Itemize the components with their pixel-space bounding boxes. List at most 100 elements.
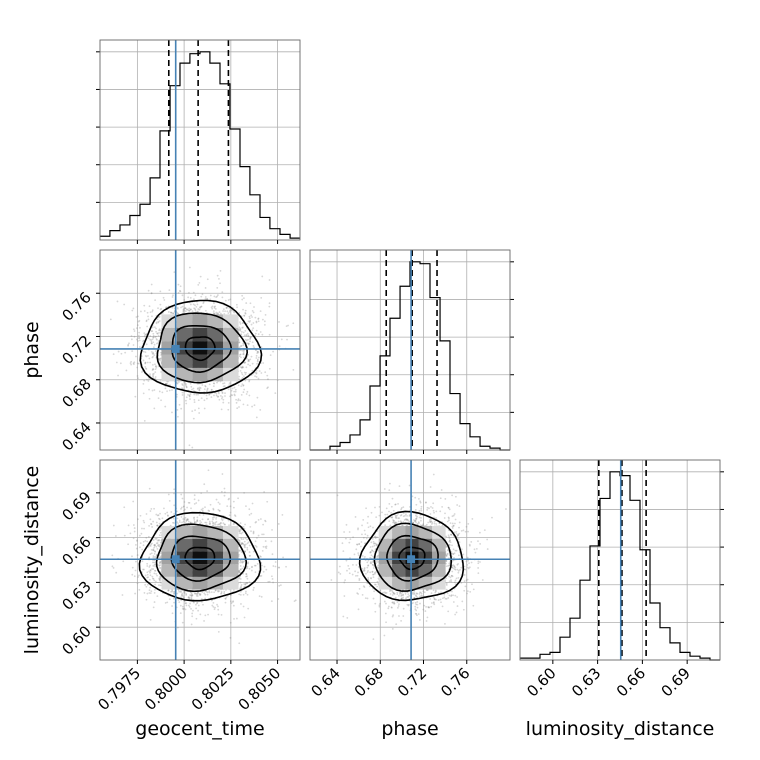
scatter-point [135, 547, 138, 550]
scatter-point [195, 521, 198, 523]
scatter-point [147, 289, 150, 292]
scatter-point [158, 543, 161, 546]
scatter-point [253, 306, 255, 308]
scatter-point [247, 358, 250, 361]
scatter-point [160, 399, 162, 402]
scatter-point [205, 394, 208, 397]
scatter-point [156, 542, 159, 544]
density-panel-geocent_time-luminosity_distance: 0.600.630.660.69 [58, 459, 301, 661]
scatter-point [144, 361, 147, 364]
scatter-point [148, 566, 151, 568]
scatter-point [172, 597, 175, 600]
truth-marker [171, 344, 180, 353]
scatter-point [224, 395, 226, 397]
scatter-point [193, 401, 196, 404]
scatter-point [153, 354, 156, 357]
scatter-point [154, 588, 156, 591]
scatter-point [227, 408, 230, 411]
scatter-point [185, 386, 188, 388]
scatter-point [209, 522, 212, 525]
scatter-point [244, 546, 246, 549]
scatter-point [225, 306, 228, 309]
scatter-point [252, 550, 255, 553]
scatter-point [144, 351, 147, 354]
scatter-point [254, 544, 257, 547]
scatter-point [185, 593, 188, 595]
scatter-point [242, 326, 244, 329]
scatter-point [190, 592, 193, 594]
scatter-point [185, 604, 188, 607]
scatter-point [173, 601, 175, 604]
hist-bin [680, 652, 690, 660]
scatter-point [159, 290, 162, 293]
scatter-point [147, 318, 150, 321]
scatter-point [158, 534, 161, 537]
scatter-point [149, 510, 152, 512]
scatter-point [189, 594, 192, 596]
scatter-point [155, 330, 158, 333]
scatter-point [191, 446, 194, 449]
scatter-point [221, 473, 224, 475]
scatter-point [252, 530, 255, 533]
scatter-point [239, 568, 242, 571]
scatter-point [197, 283, 200, 286]
scatter-point [142, 359, 145, 362]
scatter-point [161, 391, 164, 394]
scatter-point [165, 382, 168, 385]
scatter-point [181, 497, 184, 500]
scatter-point [188, 266, 191, 269]
scatter-point [242, 391, 245, 394]
scatter-point [192, 387, 195, 390]
scatter-point [215, 311, 218, 314]
scatter-point [168, 598, 171, 601]
scatter-point [266, 387, 269, 390]
scatter-point [193, 516, 196, 519]
scatter-point [242, 403, 245, 406]
scatter-point [122, 560, 125, 563]
scatter-point [192, 417, 195, 420]
scatter-point [214, 308, 217, 310]
scatter-point [130, 363, 133, 366]
scatter-point [185, 396, 188, 399]
scatter-point [257, 320, 260, 323]
scatter-point [216, 395, 219, 398]
scatter-point [204, 385, 207, 387]
hist-panel-phase [309, 249, 514, 451]
scatter-point [159, 580, 161, 582]
scatter-point [164, 512, 167, 515]
scatter-point [233, 394, 236, 397]
scatter-point [222, 310, 224, 312]
scatter-point [150, 330, 153, 333]
hist-bin [100, 236, 110, 240]
density-cell [176, 314, 193, 328]
scatter-point [145, 585, 148, 588]
scatter-point [249, 336, 252, 339]
scatter-point [208, 510, 211, 512]
scatter-point [198, 386, 201, 389]
scatter-point [258, 370, 261, 372]
scatter-point [252, 532, 255, 535]
scatter-point [218, 509, 221, 512]
scatter-point [201, 293, 204, 296]
scatter-point [136, 362, 139, 365]
scatter-point [137, 574, 140, 577]
scatter-point [262, 533, 265, 536]
scatter-point [176, 409, 179, 411]
scatter-point [233, 393, 236, 396]
scatter-point [159, 567, 162, 569]
scatter-point [205, 390, 208, 393]
scatter-point [155, 342, 158, 345]
scatter-point [246, 577, 249, 580]
scatter-point [185, 402, 188, 405]
scatter-point [197, 387, 199, 390]
scatter-point [182, 308, 185, 311]
scatter-point [229, 505, 232, 508]
scatter-point [202, 507, 204, 510]
scatter-point [150, 292, 153, 295]
scatter-point [205, 397, 208, 400]
hist-bin [690, 656, 700, 660]
density-cell [176, 327, 193, 342]
scatter-point [238, 549, 240, 551]
scatter-point [203, 407, 206, 410]
scatter-point [152, 368, 155, 371]
